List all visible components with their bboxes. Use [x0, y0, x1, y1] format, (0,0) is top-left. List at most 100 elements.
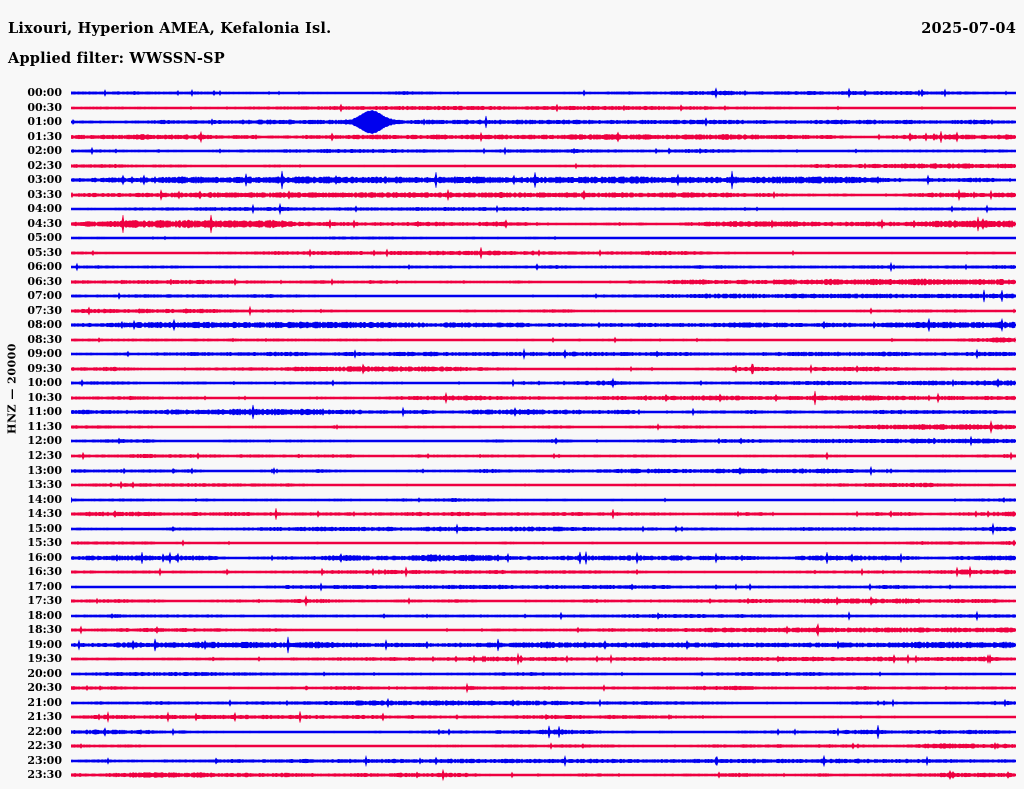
- trace-row: 11:30: [0, 419, 1024, 435]
- trace-row: 06:30: [0, 275, 1024, 290]
- trace-time-label: 09:30: [27, 361, 62, 375]
- trace-time-label: 06:00: [27, 260, 62, 274]
- trace-row: 05:30: [0, 246, 1024, 261]
- trace-row: 15:00: [0, 522, 1024, 537]
- trace-row: 22:00: [0, 725, 1024, 740]
- seismic-trace: [71, 508, 1016, 520]
- trace-time-label: 18:00: [27, 608, 62, 622]
- seismic-trace: [71, 465, 1016, 476]
- trace-time-label: 17:30: [27, 594, 62, 608]
- trace-row: 13:00: [0, 464, 1024, 479]
- seismic-trace: [71, 348, 1016, 361]
- seismic-trace: [71, 480, 1016, 490]
- trace-row: 19:00: [0, 636, 1024, 653]
- trace-row: 02:00: [0, 144, 1024, 159]
- seismic-trace: [71, 754, 1016, 768]
- station-title: Lixouri, Hyperion AMEA, Kefalonia Isl.: [8, 20, 332, 37]
- seismic-trace: [71, 261, 1016, 273]
- seismic-trace: [71, 235, 1016, 241]
- trace-time-label: 09:00: [27, 347, 62, 361]
- seismic-trace: [71, 451, 1016, 461]
- trace-row: 01:30: [0, 130, 1024, 145]
- seismic-trace: [71, 522, 1016, 536]
- trace-time-label: 18:30: [27, 623, 62, 637]
- trace-time-label: 21:00: [27, 695, 62, 709]
- trace-row: 09:30: [0, 362, 1024, 377]
- trace-time-label: 02:30: [27, 158, 62, 172]
- trace-row: 16:30: [0, 565, 1024, 580]
- seismic-trace: [71, 551, 1016, 565]
- trace-row: 16:00: [0, 551, 1024, 566]
- trace-row: 04:00: [0, 202, 1024, 217]
- trace-time-label: 19:30: [27, 652, 62, 666]
- seismic-trace: [71, 539, 1016, 547]
- trace-row: 09:00: [0, 347, 1024, 362]
- trace-row: 21:00: [0, 696, 1024, 711]
- seismic-trace: [71, 711, 1016, 724]
- trace-time-label: 13:30: [27, 478, 62, 492]
- trace-time-label: 21:30: [27, 710, 62, 724]
- seismic-trace: [71, 697, 1016, 708]
- seismic-trace: [71, 682, 1016, 694]
- seismic-trace: [71, 565, 1016, 579]
- trace-row: 14:00: [0, 493, 1024, 508]
- trace-row: 03:30: [0, 188, 1024, 203]
- seismic-trace: [71, 378, 1016, 389]
- trace-row: 08:30: [0, 333, 1024, 348]
- trace-time-label: 01:30: [27, 129, 62, 143]
- trace-time-label: 08:00: [27, 318, 62, 332]
- trace-row: 11:00: [0, 405, 1024, 420]
- seismic-trace: [71, 769, 1016, 782]
- trace-row: 12:00: [0, 434, 1024, 449]
- trace-row: 22:30: [0, 739, 1024, 754]
- seismic-trace: [71, 162, 1016, 169]
- trace-time-label: 05:00: [27, 231, 62, 245]
- trace-row: 20:30: [0, 681, 1024, 696]
- trace-time-label: 06:30: [27, 274, 62, 288]
- seismic-trace: [71, 636, 1016, 653]
- trace-row: 10:30: [0, 390, 1024, 406]
- seismic-trace: [71, 652, 1016, 666]
- trace-time-label: 20:00: [27, 666, 62, 680]
- trace-row: 08:00: [0, 318, 1024, 333]
- trace-time-label: 07:00: [27, 289, 62, 303]
- seismic-trace: [71, 419, 1016, 434]
- seismic-trace: [71, 318, 1016, 333]
- seismic-trace: [71, 595, 1016, 608]
- trace-time-label: 04:30: [27, 216, 62, 230]
- trace-time-label: 11:30: [27, 419, 62, 433]
- seismic-trace: [71, 246, 1016, 259]
- trace-row: 23:30: [0, 768, 1024, 783]
- trace-time-label: 12:00: [27, 434, 62, 448]
- trace-time-label: 07:30: [27, 303, 62, 317]
- trace-time-label: 00:00: [27, 86, 62, 99]
- trace-row: 07:30: [0, 304, 1024, 319]
- trace-row: 23:00: [0, 754, 1024, 769]
- trace-time-label: 16:00: [27, 550, 62, 564]
- trace-time-label: 22:30: [27, 739, 62, 753]
- seismic-trace: [71, 623, 1016, 638]
- trace-row: 21:30: [0, 710, 1024, 725]
- trace-time-label: 05:30: [27, 245, 62, 259]
- trace-time-label: 22:00: [27, 724, 62, 738]
- helicorder-plot: 00:00 00:30 01:00 01:30 02:00 02:30 03:00 03:30…: [0, 78, 1024, 782]
- seismic-trace: [71, 610, 1016, 622]
- trace-time-label: 23:00: [27, 753, 62, 767]
- applied-filter-label: Applied filter: WWSSN-SP: [8, 50, 225, 67]
- trace-time-label: 03:00: [27, 173, 62, 187]
- seismic-trace: [71, 436, 1016, 447]
- trace-row: 14:30: [0, 507, 1024, 522]
- seismic-trace: [71, 363, 1016, 375]
- trace-time-label: 03:30: [27, 187, 62, 201]
- trace-time-label: 01:00: [27, 115, 62, 129]
- trace-time-label: 17:00: [27, 579, 62, 593]
- seismic-trace: [71, 188, 1016, 201]
- trace-row: 18:00: [0, 609, 1024, 624]
- seismic-trace: [71, 496, 1016, 503]
- trace-row: 10:00: [0, 376, 1024, 391]
- seismic-trace: [71, 214, 1016, 233]
- trace-row: 06:00: [0, 260, 1024, 275]
- seismic-trace: [71, 146, 1016, 156]
- trace-time-label: 10:00: [27, 376, 62, 390]
- trace-time-label: 14:00: [27, 492, 62, 506]
